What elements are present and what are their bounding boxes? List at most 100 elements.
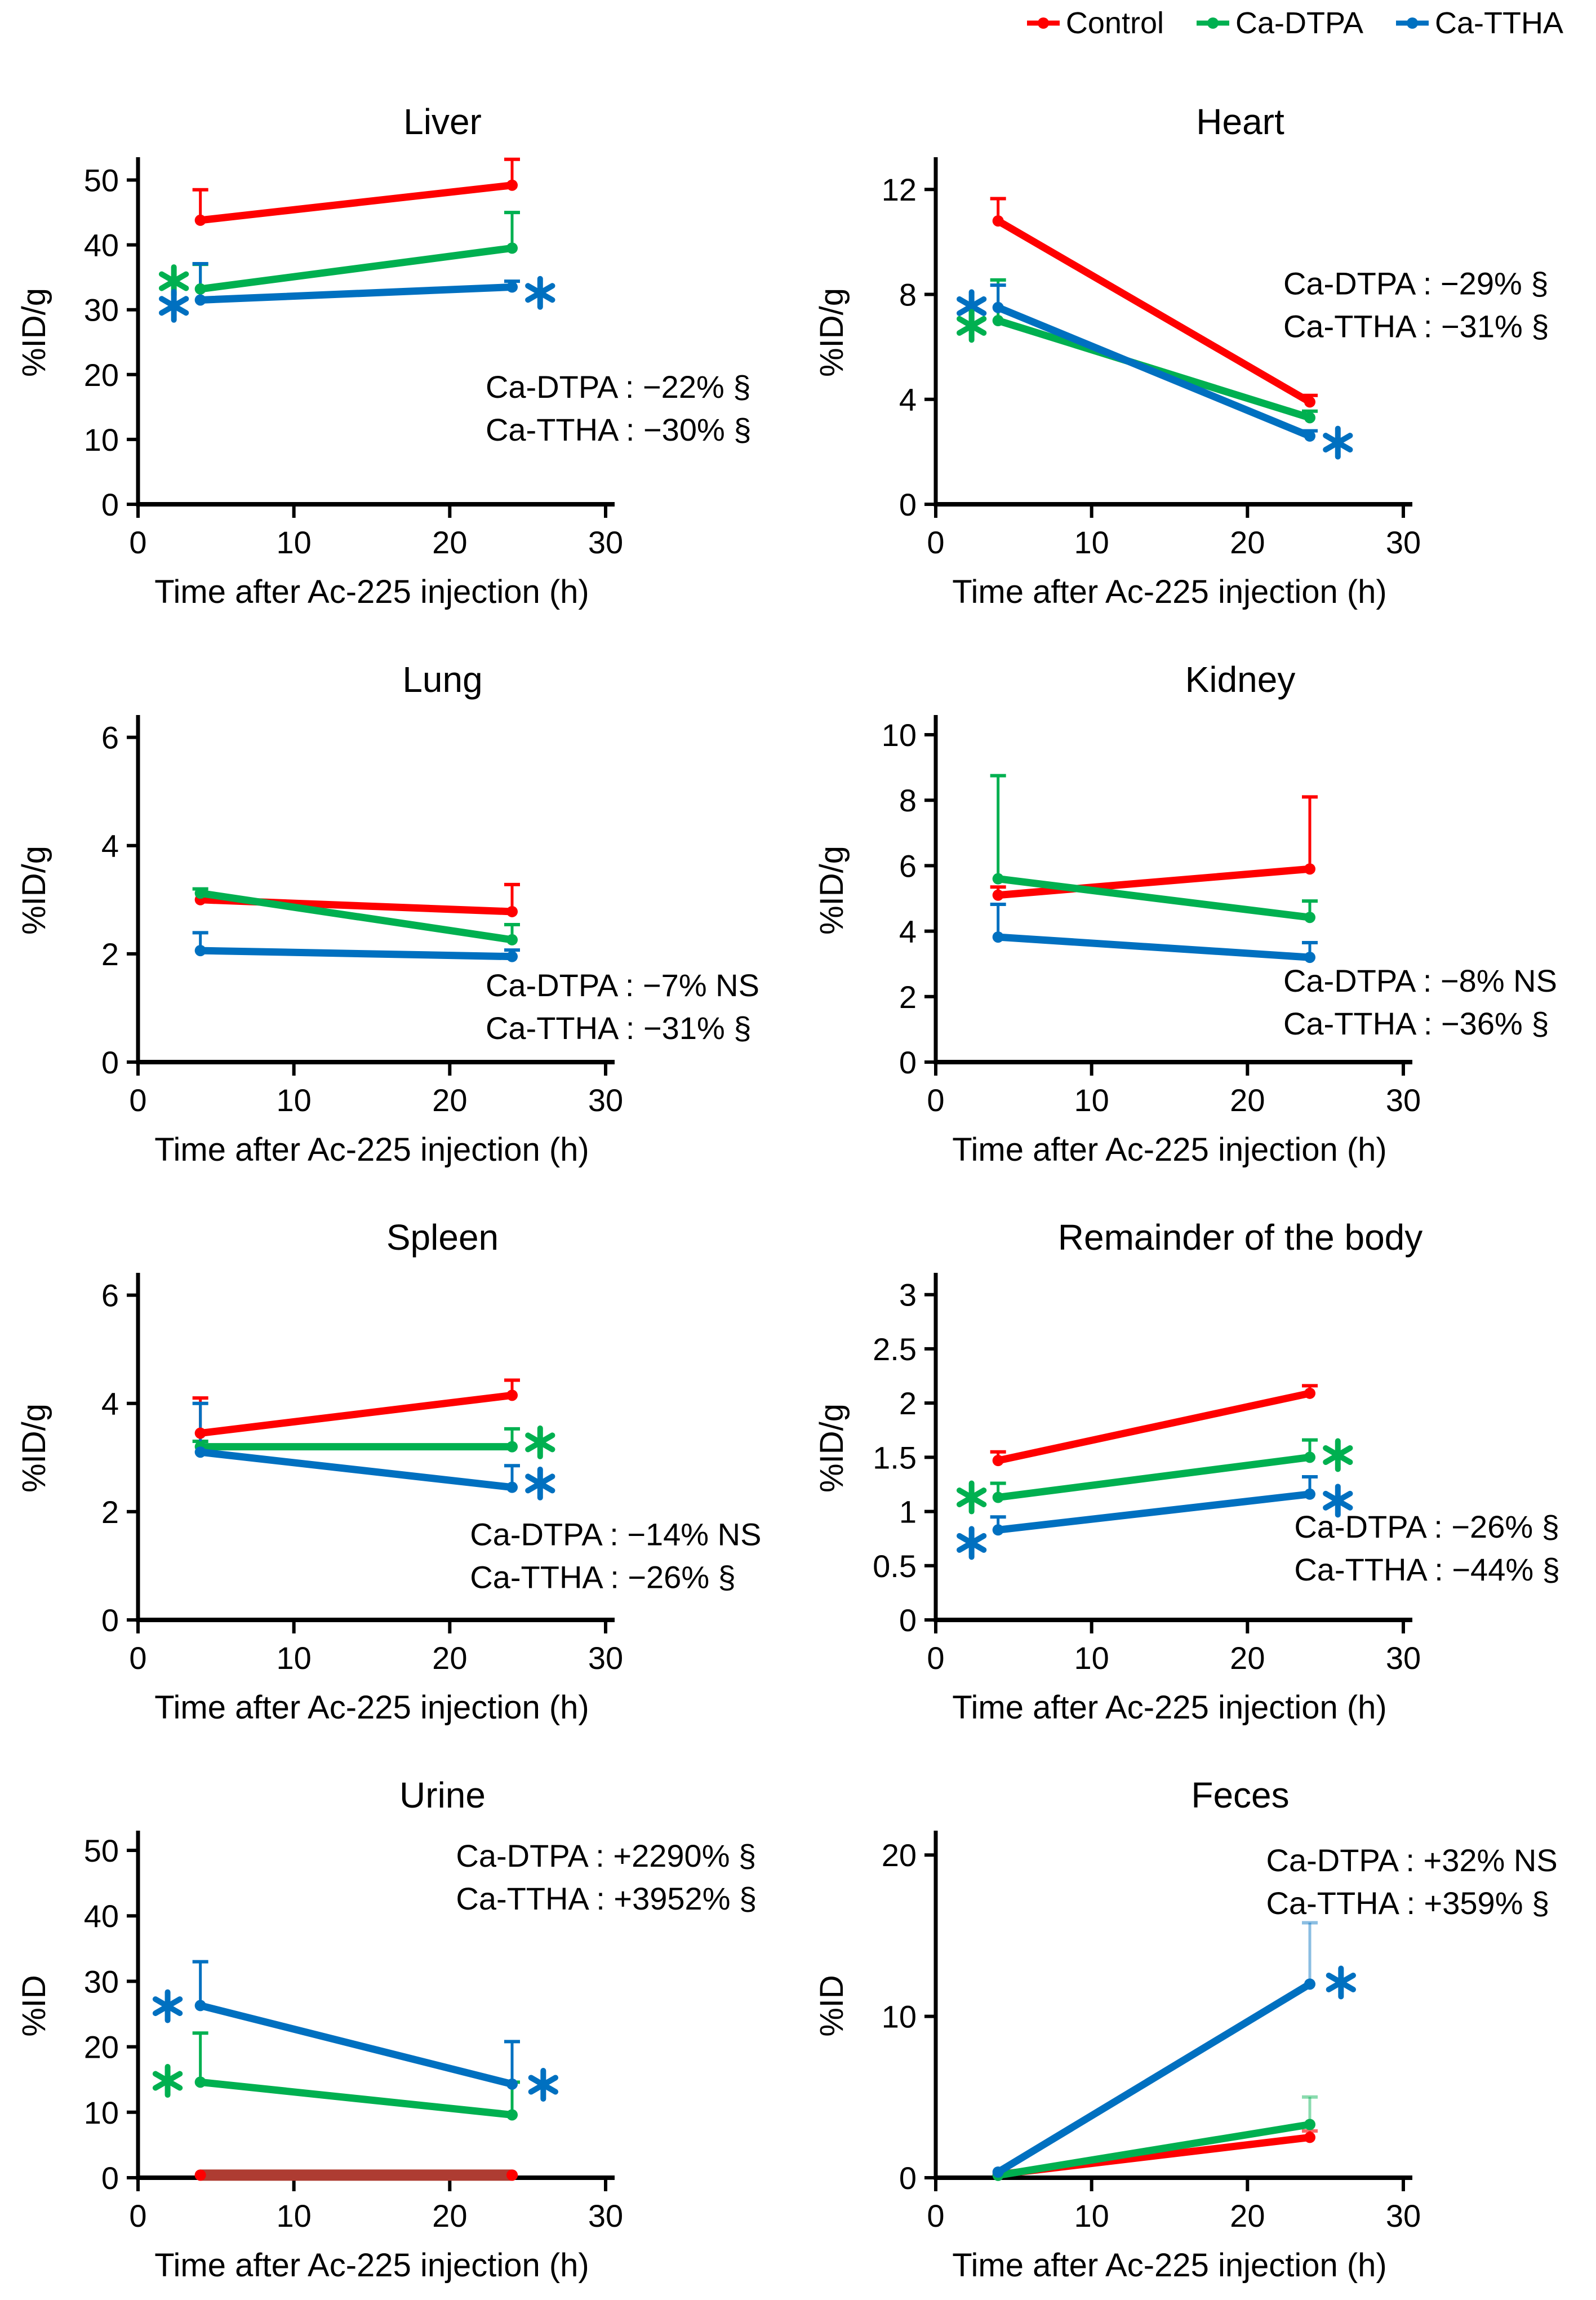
data-point-ca-dtpa xyxy=(1304,2119,1315,2130)
x-tick-label: 10 xyxy=(277,1640,312,1676)
chart-feces: Feces %ID 0 10 20 0 10 20 30 Time after Ac-225 in… xyxy=(798,1741,1596,2299)
charts-grid: Liver %ID/g 0 10 20 30 40 50 0 10 20 30 Time after A… xyxy=(0,68,1596,2299)
x-tick-label: 30 xyxy=(588,2198,623,2234)
data-point-ca-dtpa xyxy=(194,887,206,899)
y-tick-label: 40 xyxy=(84,228,119,263)
x-tick-label: 20 xyxy=(1230,1082,1265,1118)
y-tick-label: 4 xyxy=(899,914,917,949)
x-tick-label: 0 xyxy=(129,1082,146,1118)
data-line-control xyxy=(994,865,1314,899)
x-tick-label: 30 xyxy=(1386,525,1421,560)
asterisk-spoke xyxy=(1323,1445,1353,1466)
data-point-ca-dtpa xyxy=(506,934,518,945)
significance-asterisk xyxy=(525,1425,555,1459)
y-tick-label: 8 xyxy=(899,783,917,818)
chart-urine: Urine %ID 0 10 20 30 40 50 0 10 20 30 Time after Ac-… xyxy=(0,1741,798,2299)
x-tick-label: 10 xyxy=(277,1082,312,1118)
data-point-ca-dtpa xyxy=(992,873,1004,885)
y-tick-label: 20 xyxy=(84,2030,119,2065)
data-point-ca-ttha xyxy=(194,294,206,306)
data-point-control xyxy=(1304,2132,1315,2143)
y-axis-title: %ID/g xyxy=(813,1404,850,1493)
y-tick-label: 2 xyxy=(101,936,119,972)
data-point-ca-ttha xyxy=(506,281,518,293)
data-point-ca-dtpa xyxy=(1304,412,1315,424)
data-point-ca-ttha xyxy=(506,951,518,962)
y-tick-label: 10 xyxy=(882,1999,917,2035)
y-tick-label: 0 xyxy=(899,487,917,522)
data-point-ca-ttha xyxy=(506,2078,518,2090)
data-point-ca-ttha xyxy=(1304,1978,1315,1990)
chart-canvas-lung: Lung %ID/g 0 2 4 6 0 10 20 30 Time after Ac-225 in… xyxy=(16,659,759,1168)
asterisk-spoke xyxy=(152,2071,183,2091)
data-point-ca-ttha xyxy=(194,1446,206,1458)
y-tick-label: 0 xyxy=(101,1045,119,1080)
data-point-control xyxy=(1304,396,1315,408)
annotation-line: Ca-TTHA : −44% § xyxy=(1294,1552,1560,1587)
x-tick-label: 0 xyxy=(927,2198,944,2234)
chart-title: Spleen xyxy=(386,1217,499,1258)
y-tick-label: 2 xyxy=(899,1386,917,1421)
asterisk-spoke xyxy=(956,1533,987,1553)
data-line-ca-dtpa xyxy=(197,889,516,944)
significance-asterisk xyxy=(525,276,555,310)
y-tick-label: 20 xyxy=(882,1837,917,1873)
data-line-ca-ttha xyxy=(197,1448,516,1491)
chart-canvas-feces: Feces %ID 0 10 20 0 10 20 30 Time after Ac-225 in… xyxy=(813,1775,1558,2284)
x-tick-label: 30 xyxy=(1386,1640,1421,1676)
x-tick-label: 20 xyxy=(1230,2198,1265,2234)
data-point-ca-ttha xyxy=(194,945,206,957)
significance-asterisk xyxy=(956,1526,987,1560)
data-point-control xyxy=(1304,863,1315,875)
y-tick-label: 1.5 xyxy=(873,1440,917,1475)
chart-canvas-urine: Urine %ID 0 10 20 30 40 50 0 10 20 30 Time after Ac-… xyxy=(16,1775,757,2284)
data-line-ca-ttha xyxy=(994,1490,1314,1534)
annotation-line: Ca-TTHA : −26% § xyxy=(470,1559,736,1595)
data-point-ca-dtpa xyxy=(506,2109,518,2121)
chart-liver: Liver %ID/g 0 10 20 30 40 50 0 10 20 30 Time after A… xyxy=(0,68,798,625)
y-tick-label: 0 xyxy=(101,487,119,522)
data-line-control xyxy=(197,1391,516,1437)
data-point-control xyxy=(992,215,1004,227)
chart-canvas-remainder-of-the-body: Remainder of the body%ID/g00.511.522.530… xyxy=(813,1217,1560,1726)
x-tick-label: 10 xyxy=(1074,1640,1109,1676)
data-point-control xyxy=(992,1455,1004,1467)
significance-asterisk xyxy=(956,1480,987,1515)
data-line-ca-dtpa xyxy=(994,875,1314,921)
y-tick-label: 10 xyxy=(84,422,119,458)
chart-canvas-kidney: Kidney %ID/g 0 2 4 6 8 10 0 10 20 30 Time after Ac-2… xyxy=(813,659,1557,1168)
x-tick-label: 20 xyxy=(1230,1640,1265,1676)
chart-canvas-heart: Heart %ID/g 0 4 8 12 0 10 20 30 Time after Ac-225 … xyxy=(813,101,1549,610)
data-point-ca-ttha xyxy=(992,1524,1004,1536)
chart-remainder-of-the-body: Remainder of the body %ID/g 0 0.5 1 1.5 2 2.5 3 0… xyxy=(798,1183,1596,1741)
data-point-ca-dtpa xyxy=(1304,1451,1315,1463)
x-axis-title: Time after Ac-225 injection (h) xyxy=(952,1131,1387,1168)
data-point-ca-ttha xyxy=(992,931,1004,943)
data-point-ca-dtpa xyxy=(506,242,518,254)
data-line-ca-dtpa xyxy=(197,2078,516,2119)
data-line-ca-ttha xyxy=(994,933,1314,961)
data-line-ca-ttha xyxy=(197,947,516,961)
data-point-ca-dtpa xyxy=(194,283,206,295)
significance-asterisk xyxy=(528,2068,558,2102)
asterisk-spoke xyxy=(956,1488,987,1508)
chart-title: Remainder of the body xyxy=(1058,1217,1423,1258)
legend-label: Ca-TTHA xyxy=(1435,6,1563,40)
legend-marker-dot xyxy=(1037,17,1049,29)
y-tick-label: 0.5 xyxy=(873,1548,917,1584)
annotation-line: Ca-TTHA : −31% § xyxy=(1283,308,1549,344)
y-tick-label: 50 xyxy=(84,1833,119,1868)
y-tick-label: 50 xyxy=(84,163,119,198)
chart-canvas-liver: Liver %ID/g 0 10 20 30 40 50 0 10 20 30 Time after A… xyxy=(16,101,751,610)
x-tick-label: 0 xyxy=(129,525,146,560)
y-tick-label: 0 xyxy=(101,1602,119,1638)
annotation-line: Ca-DTPA : −26% § xyxy=(1294,1509,1559,1544)
chart-legend: Control Ca-DTPA Ca-TTHA xyxy=(1026,6,1563,41)
x-tick-label: 10 xyxy=(277,2198,312,2234)
annotation-line: Ca-TTHA : +3952% § xyxy=(456,1881,757,1916)
data-point-control xyxy=(1304,1387,1315,1399)
data-point-control xyxy=(506,1389,518,1401)
data-point-ca-ttha xyxy=(1304,430,1315,442)
x-axis-title: Time after Ac-225 injection (h) xyxy=(952,1689,1387,1726)
data-line-ca-ttha xyxy=(994,304,1314,440)
